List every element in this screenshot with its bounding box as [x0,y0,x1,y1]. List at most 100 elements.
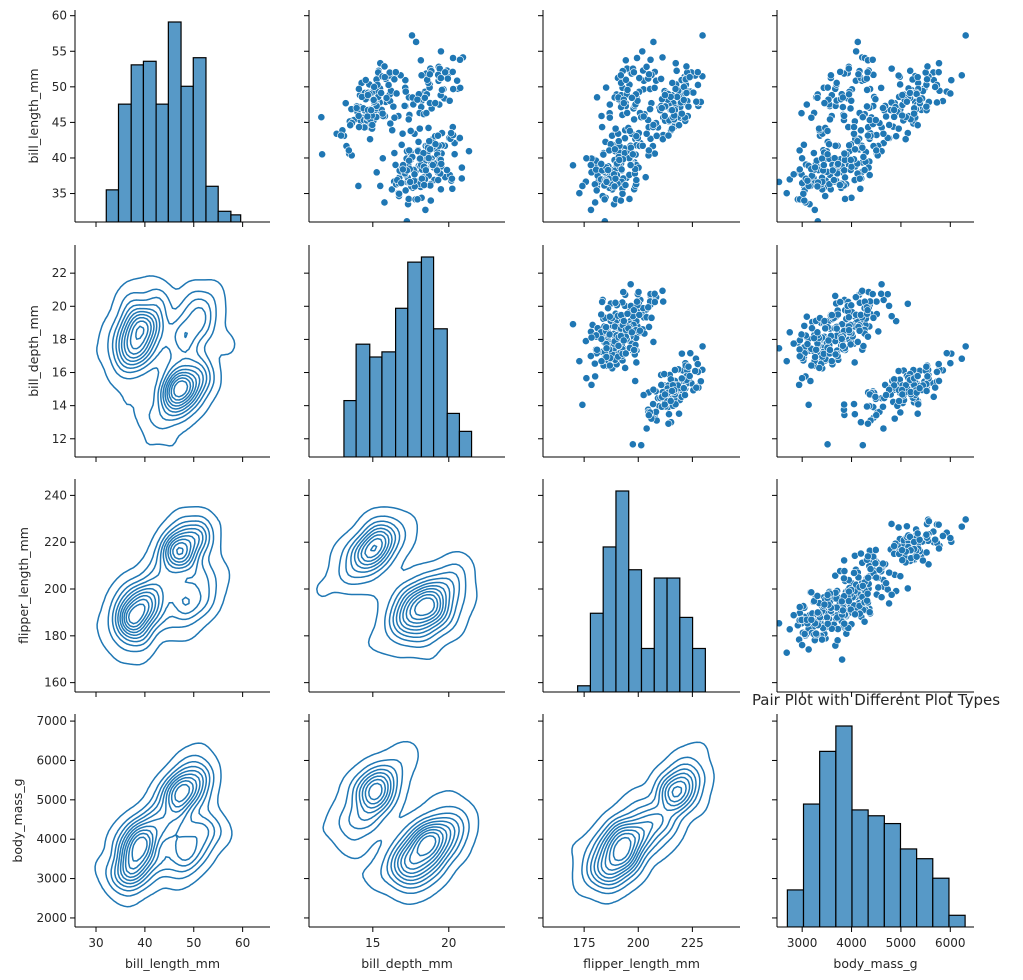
kde-contour [131,836,148,862]
scatter-point [877,289,886,298]
scatter-point [882,112,890,121]
scatter-point [621,134,629,143]
scatter-point [465,147,473,156]
scatter-point [661,91,669,99]
scatter-point [851,610,859,619]
scatter-point [456,55,464,64]
scatter-point [864,332,872,341]
panel-bill_depth_mm-vs-bill_length_mm: 12 14 16 18 20 22 bill_depth_mm [26,245,270,462]
histogram-bar [130,64,145,222]
scatter-point [632,358,641,367]
scatter-point [635,310,644,319]
histogram-bar [420,256,435,457]
scatter-point [913,529,922,538]
scatter-point [399,165,407,174]
scatter-point [896,80,905,89]
scatter-point [785,625,794,634]
histogram-bar [155,103,169,222]
scatter-point [627,328,636,337]
scatter-point [657,74,665,83]
scatter-point [366,135,374,144]
scatter-point [390,75,399,84]
kde-contour [589,768,697,886]
scatter-point [668,79,677,87]
scatter-point [626,143,635,152]
scatter-point [367,106,376,115]
scatter-point [410,170,419,179]
scatter-point [644,411,653,420]
scatter-point [666,397,675,405]
scatter-point [569,320,577,329]
histogram-bar [948,914,966,927]
scatter-point [578,400,587,409]
scatter-point [879,104,887,112]
scatter-point [858,286,867,295]
scatter-point [421,166,430,175]
scatter-point [864,131,872,140]
scatter-point [698,342,707,351]
scatter-point [646,55,655,64]
scatter-point [425,70,434,79]
scatter-point [863,596,871,605]
kde-contour [135,325,189,398]
scatter-point [838,93,847,102]
scatter-point [890,414,899,423]
panel-body_mass_g-vs-body_mass_g: 3000 4000 5000 6000 body_mass_g [772,714,974,971]
histogram-bar [142,60,157,222]
histogram-bar [899,848,918,927]
scatter-point [633,54,641,62]
scatter-point [810,334,819,343]
scatter-point [798,154,807,163]
scatter-point [627,93,636,102]
scatter-point [437,159,446,168]
scatter-point [638,47,647,56]
x-tick-label: 40 [137,936,152,950]
kde-contour [360,534,444,628]
scatter-point [813,182,822,191]
y-axis-label: bill_depth_mm [26,305,41,397]
scatter-point [887,520,896,528]
scatter-point [684,102,693,111]
x-axis-label: body_mass_g [833,956,917,971]
scatter-point [800,196,809,205]
scatter-point [868,290,877,298]
scatter-point [649,385,658,394]
scatter-point [453,76,462,85]
scatter-point [605,113,614,122]
kde-contour [111,520,211,647]
scatter-point [441,68,450,77]
scatter-point [915,96,924,104]
scatter-point [885,568,894,577]
scatter-point [807,113,816,122]
scatter-point [892,317,901,326]
scatter-point [426,196,435,205]
scatter-point [906,66,915,75]
y-tick-label: 22 [52,266,67,280]
scatter-point [874,327,883,336]
panel-content [322,740,480,905]
kde-contour [596,776,691,879]
scatter-point [626,161,635,169]
x-tick-label: 15 [365,936,380,950]
scatter-point [892,132,901,141]
scatter-point [623,86,632,94]
scatter-point [924,560,933,569]
scatter-point [628,440,637,449]
scatter-point [853,338,862,346]
scatter-point [946,359,955,368]
scatter-point [455,134,464,142]
scatter-point [819,161,828,169]
scatter-point [593,93,601,102]
scatter-point [605,361,614,370]
histogram-bar [217,210,232,222]
scatter-point [611,124,620,133]
scatter-point [800,321,809,330]
histogram-bar [407,261,423,457]
scatter-point [830,176,838,184]
kde-contour [114,524,207,643]
scatter-point [681,391,689,399]
scatter-point [621,349,630,358]
kde-contour [604,785,683,871]
scatter-point [355,123,363,131]
histogram-bar [628,569,643,692]
